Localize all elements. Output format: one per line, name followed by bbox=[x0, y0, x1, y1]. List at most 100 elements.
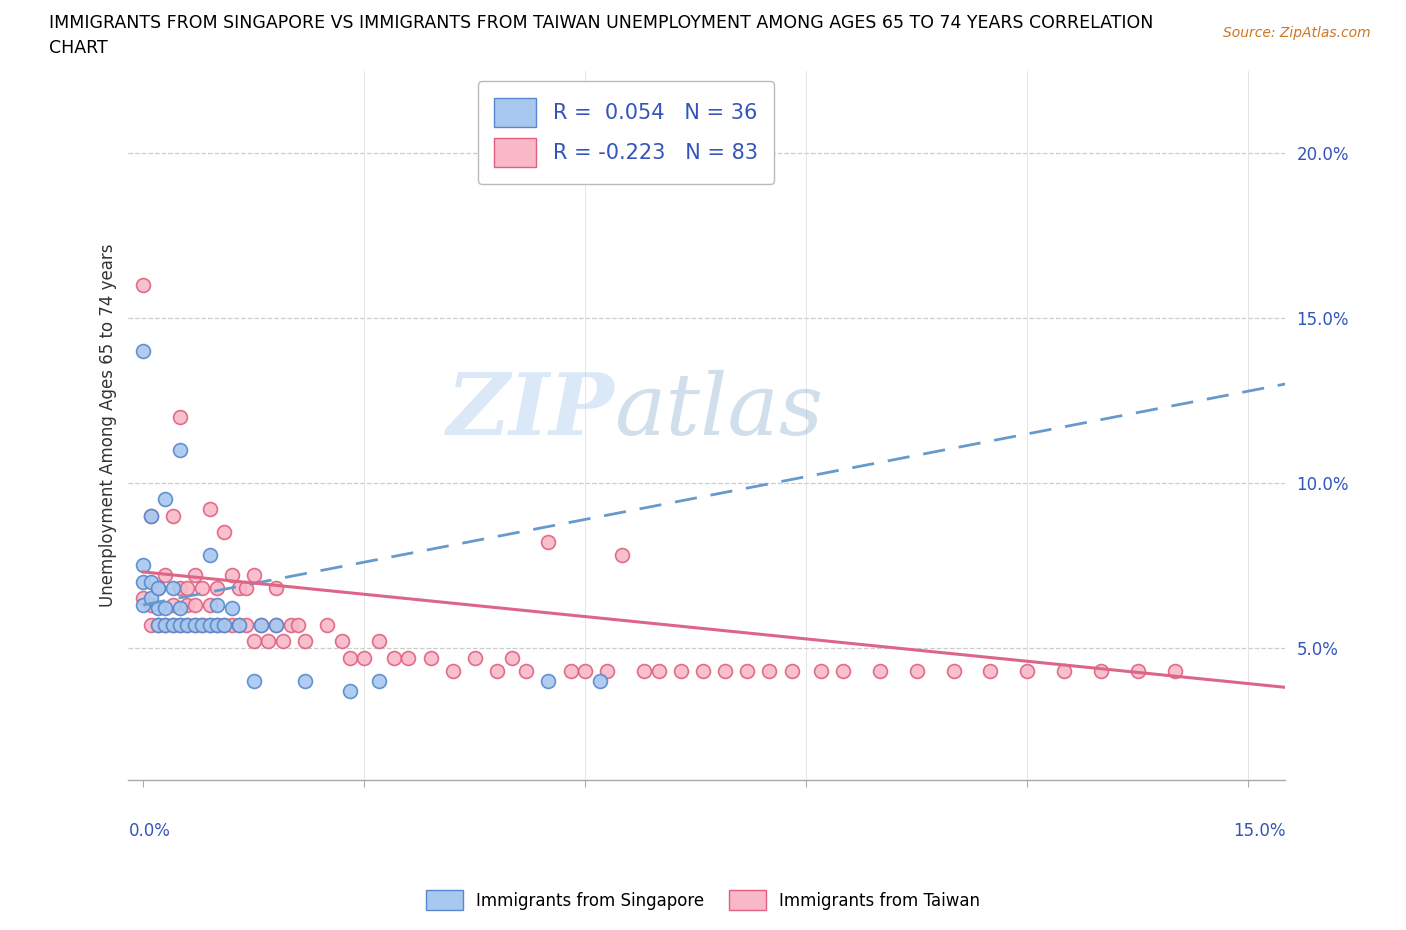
Text: CHART: CHART bbox=[49, 39, 108, 57]
Point bbox=[212, 618, 235, 632]
Point bbox=[205, 618, 228, 632]
Point bbox=[198, 597, 221, 612]
Point bbox=[419, 650, 441, 665]
Point bbox=[942, 663, 965, 678]
Text: IMMIGRANTS FROM SINGAPORE VS IMMIGRANTS FROM TAIWAN UNEMPLOYMENT AMONG AGES 65 T: IMMIGRANTS FROM SINGAPORE VS IMMIGRANTS … bbox=[49, 14, 1153, 32]
Point bbox=[264, 581, 287, 596]
Point bbox=[537, 535, 560, 550]
Point bbox=[264, 618, 287, 632]
Point bbox=[205, 581, 228, 596]
Point bbox=[191, 618, 214, 632]
Point bbox=[692, 663, 714, 678]
Point bbox=[737, 663, 759, 678]
Point bbox=[205, 597, 228, 612]
Point bbox=[330, 633, 353, 648]
Legend: R =  0.054   N = 36, R = -0.223   N = 83: R = 0.054 N = 36, R = -0.223 N = 83 bbox=[478, 81, 775, 184]
Point bbox=[287, 618, 309, 632]
Point bbox=[155, 601, 177, 616]
Point bbox=[184, 618, 207, 632]
Point bbox=[198, 502, 221, 517]
Text: atlas: atlas bbox=[614, 370, 824, 452]
Point bbox=[162, 597, 184, 612]
Point bbox=[537, 673, 560, 688]
Point bbox=[132, 575, 155, 590]
Point bbox=[132, 558, 155, 573]
Point bbox=[221, 568, 243, 583]
Point bbox=[1126, 663, 1149, 678]
Point bbox=[212, 618, 235, 632]
Point bbox=[257, 633, 280, 648]
Point bbox=[368, 673, 391, 688]
Point bbox=[294, 633, 316, 648]
Text: ZIP: ZIP bbox=[447, 369, 614, 453]
Point bbox=[271, 633, 294, 648]
Point bbox=[146, 581, 169, 596]
Point bbox=[191, 618, 214, 632]
Point bbox=[139, 597, 162, 612]
Point bbox=[1017, 663, 1039, 678]
Point bbox=[1053, 663, 1076, 678]
Point bbox=[184, 597, 207, 612]
Point bbox=[832, 663, 855, 678]
Point bbox=[139, 509, 162, 524]
Point bbox=[228, 581, 250, 596]
Point bbox=[169, 581, 191, 596]
Point bbox=[905, 663, 928, 678]
Point bbox=[176, 618, 198, 632]
Point bbox=[368, 633, 391, 648]
Point bbox=[184, 618, 207, 632]
Point bbox=[589, 673, 612, 688]
Point bbox=[132, 278, 155, 293]
Point bbox=[139, 618, 162, 632]
Point bbox=[441, 663, 464, 678]
Point bbox=[669, 663, 692, 678]
Point bbox=[250, 618, 273, 632]
Point bbox=[169, 443, 191, 458]
Point bbox=[162, 509, 184, 524]
Text: Source: ZipAtlas.com: Source: ZipAtlas.com bbox=[1223, 26, 1371, 40]
Point bbox=[155, 492, 177, 507]
Point bbox=[242, 633, 264, 648]
Point bbox=[316, 618, 339, 632]
Point bbox=[228, 618, 250, 632]
Point bbox=[146, 618, 169, 632]
Point bbox=[221, 601, 243, 616]
Point bbox=[191, 581, 214, 596]
Point bbox=[280, 618, 302, 632]
Point bbox=[780, 663, 803, 678]
Point bbox=[228, 618, 250, 632]
Point bbox=[169, 618, 191, 632]
Point bbox=[515, 663, 537, 678]
Point bbox=[339, 684, 361, 698]
Point bbox=[294, 673, 316, 688]
Point bbox=[146, 601, 169, 616]
Point bbox=[184, 568, 207, 583]
Point bbox=[139, 575, 162, 590]
Point bbox=[464, 650, 486, 665]
Point bbox=[869, 663, 891, 678]
Point bbox=[198, 618, 221, 632]
Point bbox=[132, 597, 155, 612]
Point bbox=[574, 663, 596, 678]
Point bbox=[176, 597, 198, 612]
Point bbox=[146, 618, 169, 632]
Point bbox=[162, 581, 184, 596]
Point bbox=[235, 581, 257, 596]
Point bbox=[560, 663, 582, 678]
Point bbox=[1163, 663, 1185, 678]
Point bbox=[714, 663, 737, 678]
Text: 15.0%: 15.0% bbox=[1233, 822, 1285, 840]
Point bbox=[250, 618, 273, 632]
Point bbox=[264, 618, 287, 632]
Point bbox=[758, 663, 780, 678]
Point bbox=[176, 581, 198, 596]
Point bbox=[198, 548, 221, 563]
Point bbox=[155, 568, 177, 583]
Point bbox=[596, 663, 619, 678]
Point bbox=[242, 673, 264, 688]
Point bbox=[382, 650, 405, 665]
Point bbox=[485, 663, 508, 678]
Point bbox=[169, 601, 191, 616]
Point bbox=[155, 618, 177, 632]
Point bbox=[139, 591, 162, 605]
